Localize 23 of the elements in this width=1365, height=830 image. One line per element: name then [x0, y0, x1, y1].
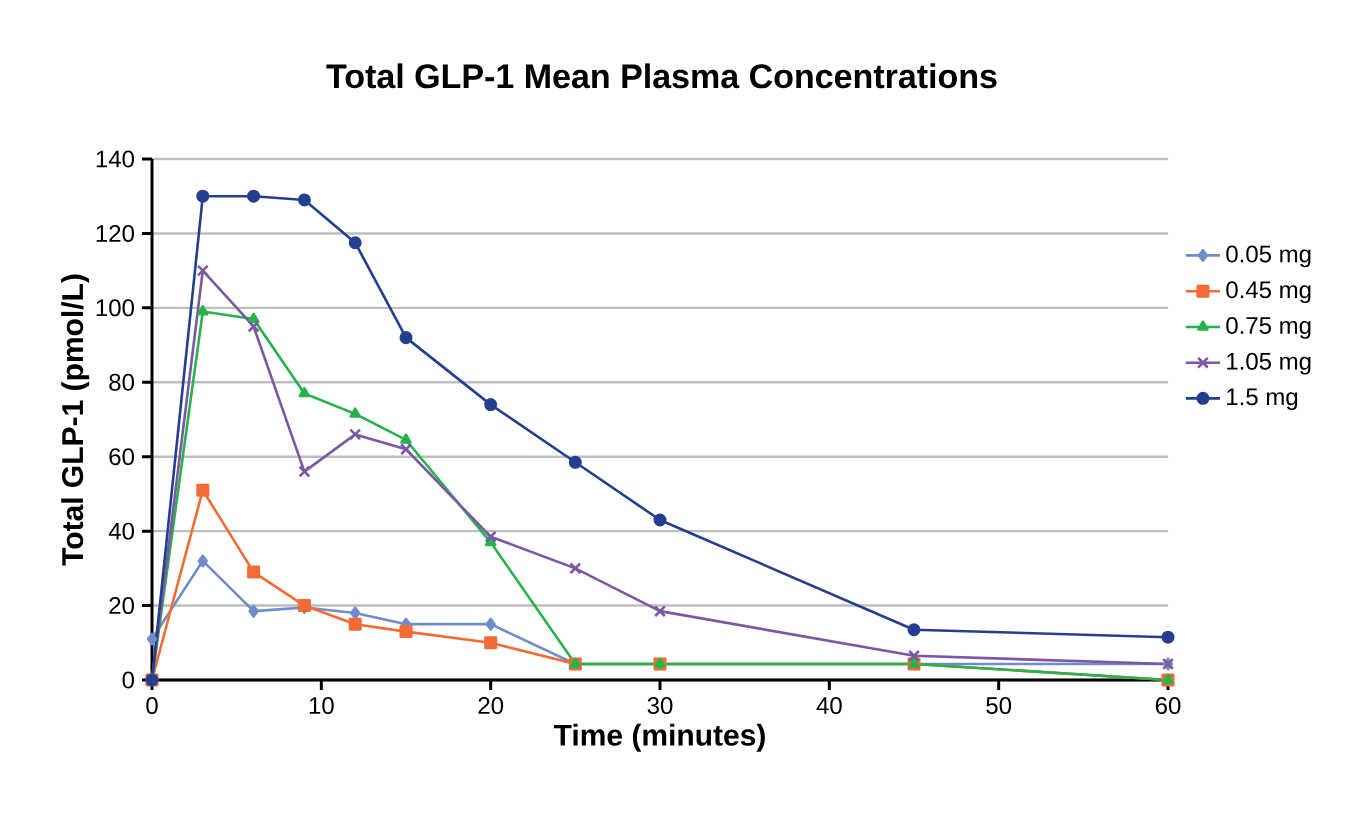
y-tick-label: 80: [109, 373, 134, 391]
y-tick-label: 40: [108, 522, 134, 540]
x-axis-title: Time (minutes): [553, 723, 765, 752]
x-tick-label: 20: [478, 697, 504, 715]
legend-label: 1.05 mg: [1227, 352, 1311, 375]
legend-label: 0.75 mg: [1226, 317, 1311, 339]
y-tick-label: 120: [96, 224, 134, 242]
y-tick-label: 60: [109, 448, 134, 466]
y-tick-label: 20: [109, 597, 134, 615]
chart-title: Total GLP-1 Mean Plasma Concentrations: [326, 63, 997, 89]
x-tick-label: 10: [309, 697, 334, 715]
y-tick-label: 100: [96, 299, 134, 317]
legend-label: 0.05 mg: [1226, 245, 1311, 268]
x-tick-label: 0: [146, 697, 158, 715]
x-tick-label: 60: [1155, 697, 1181, 715]
x-tick-label: 40: [816, 697, 842, 715]
legend-label: 0.45 mg: [1226, 281, 1311, 304]
y-tick-label: 0: [122, 671, 135, 689]
x-tick-label: 50: [986, 697, 1012, 715]
legend-label: 1.5 mg: [1227, 388, 1298, 411]
y-axis-title: Total GLP-1 (pmol/L): [61, 274, 90, 566]
x-tick-label: 30: [647, 697, 673, 715]
y-tick-label: 140: [96, 150, 134, 168]
